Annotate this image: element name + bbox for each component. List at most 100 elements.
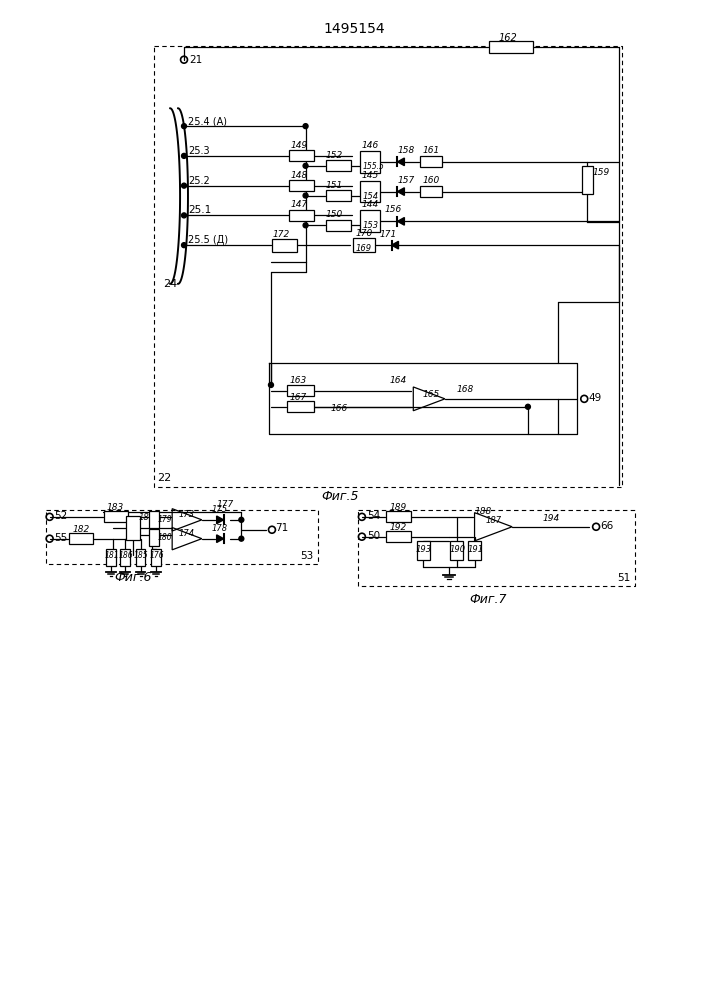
Text: 54: 54: [367, 511, 380, 521]
Bar: [489, 41, 533, 53]
Bar: [386, 511, 411, 522]
Circle shape: [303, 223, 308, 228]
Text: 184: 184: [139, 513, 155, 522]
Text: 148: 148: [291, 171, 308, 180]
Text: 165: 165: [422, 390, 440, 399]
Text: 147: 147: [291, 200, 308, 209]
Circle shape: [303, 124, 308, 129]
Text: 145: 145: [362, 171, 379, 180]
Circle shape: [182, 153, 187, 158]
Bar: [287, 385, 314, 396]
Circle shape: [303, 163, 308, 168]
Polygon shape: [392, 241, 399, 249]
Circle shape: [239, 536, 244, 541]
Text: 173: 173: [179, 510, 195, 519]
Text: 180: 180: [158, 533, 172, 542]
Text: 153: 153: [363, 221, 379, 230]
Circle shape: [239, 517, 244, 522]
Bar: [416, 541, 430, 560]
Bar: [149, 511, 159, 528]
Circle shape: [182, 243, 187, 248]
Bar: [136, 549, 146, 566]
Bar: [106, 549, 116, 566]
Text: 150: 150: [325, 210, 343, 219]
Polygon shape: [397, 218, 404, 225]
Text: 171: 171: [380, 230, 397, 239]
Bar: [420, 186, 442, 197]
Text: 168: 168: [457, 385, 474, 394]
Text: 182: 182: [72, 525, 90, 534]
Bar: [468, 541, 481, 560]
Text: 160: 160: [422, 176, 440, 185]
Bar: [69, 533, 93, 544]
Bar: [289, 210, 314, 221]
Bar: [151, 549, 161, 566]
Text: 191: 191: [467, 545, 484, 554]
Text: 183: 183: [107, 503, 124, 512]
Text: 158: 158: [397, 146, 415, 155]
Text: 177: 177: [216, 500, 234, 509]
Text: 1495154: 1495154: [323, 22, 385, 36]
Text: 22: 22: [158, 473, 172, 483]
Bar: [582, 166, 592, 194]
Bar: [289, 180, 314, 191]
Circle shape: [182, 124, 187, 129]
Text: 187: 187: [486, 516, 501, 525]
Text: 152: 152: [325, 151, 343, 160]
Text: 167: 167: [290, 393, 307, 402]
Bar: [272, 239, 297, 252]
Text: 185: 185: [134, 550, 148, 560]
Text: 190: 190: [450, 545, 466, 554]
Bar: [149, 529, 159, 546]
Bar: [326, 160, 351, 171]
Text: 66: 66: [600, 521, 613, 531]
Bar: [119, 549, 129, 566]
Text: 163: 163: [290, 376, 307, 385]
Bar: [386, 531, 411, 542]
Text: 51: 51: [617, 573, 630, 583]
Bar: [450, 541, 463, 560]
Text: 25.4 (A): 25.4 (A): [188, 116, 227, 126]
Bar: [353, 238, 375, 252]
Text: Фиг.6: Фиг.6: [114, 571, 151, 584]
Circle shape: [269, 382, 274, 387]
Text: 188: 188: [474, 507, 492, 516]
Text: 178: 178: [211, 524, 228, 533]
Text: 192: 192: [390, 523, 407, 532]
Text: 172: 172: [273, 230, 290, 239]
Bar: [326, 190, 351, 201]
Bar: [289, 150, 314, 161]
Text: 179: 179: [158, 515, 172, 524]
Text: 156: 156: [385, 205, 402, 214]
Text: 186: 186: [119, 550, 134, 560]
Polygon shape: [397, 188, 404, 195]
Text: 21: 21: [189, 55, 202, 65]
Text: 170: 170: [356, 229, 373, 238]
Circle shape: [182, 183, 187, 188]
Text: 149: 149: [291, 141, 308, 150]
Bar: [360, 151, 380, 173]
Text: 151: 151: [325, 181, 343, 190]
Circle shape: [182, 213, 187, 218]
Text: 181: 181: [105, 550, 119, 560]
Text: 146: 146: [362, 141, 379, 150]
Text: 155.5: 155.5: [363, 162, 385, 171]
Text: 50: 50: [367, 531, 380, 541]
Text: 189: 189: [390, 503, 407, 512]
Text: 193: 193: [415, 545, 431, 554]
Text: 144: 144: [362, 200, 379, 209]
Text: 53: 53: [300, 551, 314, 561]
Text: 162: 162: [498, 33, 517, 43]
Text: 169: 169: [356, 244, 372, 253]
Text: 25.3: 25.3: [188, 146, 209, 156]
Text: 25.1: 25.1: [188, 205, 211, 215]
Bar: [360, 210, 380, 232]
Text: 55: 55: [54, 533, 68, 543]
Text: 175: 175: [211, 505, 228, 514]
Text: 194: 194: [543, 514, 560, 523]
Text: Фиг.7: Фиг.7: [469, 593, 507, 606]
Text: 176: 176: [149, 550, 164, 560]
Polygon shape: [216, 535, 223, 542]
Bar: [326, 220, 351, 231]
Bar: [126, 516, 139, 540]
